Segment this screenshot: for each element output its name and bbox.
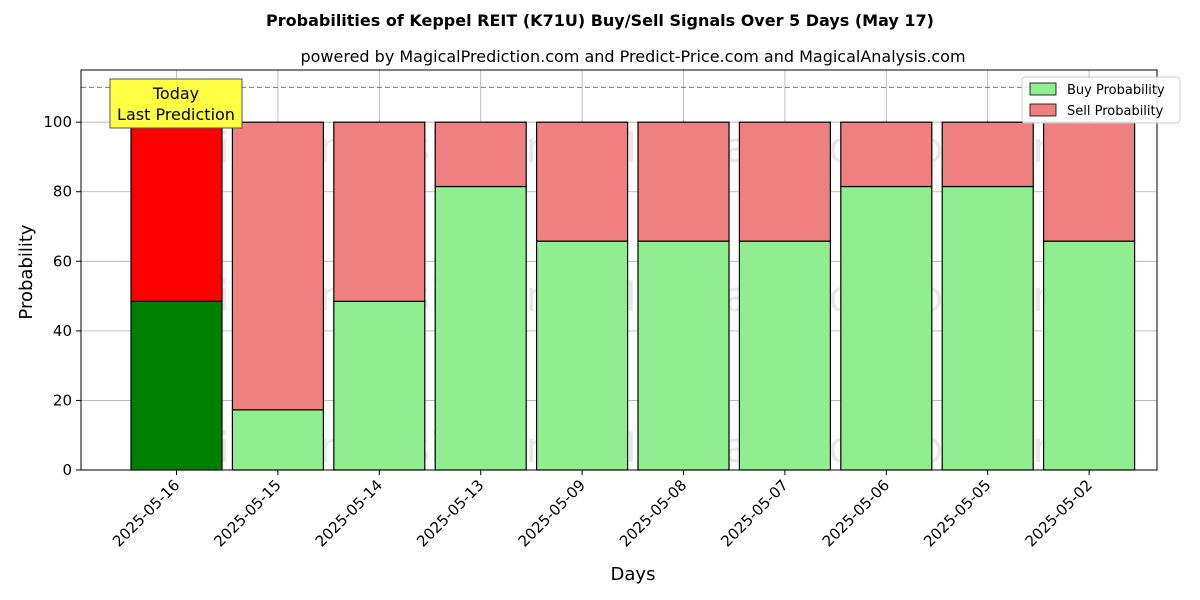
bar-sell — [638, 122, 729, 241]
y-tick-label: 0 — [62, 461, 72, 479]
y-tick-label: 20 — [53, 391, 72, 409]
annotation-line1: Today — [152, 84, 199, 103]
bar-sell — [537, 122, 628, 241]
x-tick-label: 2025-05-08 — [616, 476, 690, 550]
y-tick-label: 60 — [53, 252, 72, 270]
bar-sell — [1044, 122, 1135, 241]
chart-subtitle: powered by MagicalPrediction.com and Pre… — [300, 47, 965, 66]
bar-sell — [435, 122, 526, 186]
x-tick-label: 2025-05-16 — [109, 476, 183, 550]
x-tick-label: 2025-05-09 — [515, 476, 589, 550]
bar-buy — [131, 301, 222, 470]
x-tick-label: 2025-05-02 — [1022, 476, 1096, 550]
bar-buy — [638, 241, 729, 470]
y-tick-label: 100 — [43, 113, 72, 131]
x-tick-label: 2025-05-14 — [312, 476, 386, 550]
legend-label-sell: Sell Probability — [1067, 104, 1164, 119]
bar-sell — [841, 122, 932, 186]
x-tick-label: 2025-05-06 — [819, 476, 893, 550]
bar-buy — [942, 187, 1033, 470]
legend-swatch-buy — [1030, 83, 1056, 95]
bar-buy — [232, 410, 323, 470]
y-tick-label: 40 — [53, 322, 72, 340]
bar-buy — [435, 187, 526, 470]
y-tick-label: 80 — [53, 183, 72, 201]
bar-buy — [1044, 241, 1135, 470]
x-tick-label: 2025-05-07 — [717, 476, 791, 550]
y-axis-label: Probability — [16, 224, 37, 319]
chart: Probabilities of Keppel REIT (K71U) Buy/… — [0, 0, 1200, 600]
x-tick-label: 2025-05-05 — [920, 476, 994, 550]
legend-swatch-sell — [1030, 104, 1056, 116]
x-tick-label: 2025-05-13 — [413, 476, 487, 550]
bar-buy — [334, 301, 425, 470]
bar-buy — [841, 187, 932, 470]
bar-sell — [739, 122, 830, 241]
x-tick-label: 2025-05-15 — [210, 476, 284, 550]
bar-sell — [131, 122, 222, 301]
bar-sell — [942, 122, 1033, 186]
x-axis: 2025-05-16 2025-05-15 2025-05-14 2025-05-13… — [109, 470, 1096, 550]
annotation-line2: Last Prediction — [117, 105, 235, 124]
bar-sell — [334, 122, 425, 301]
legend-label-buy: Buy Probability — [1067, 83, 1165, 98]
bar-buy — [537, 241, 628, 470]
y-axis: 0 20 40 60 80 100 — [43, 113, 81, 479]
chart-title: Probabilities of Keppel REIT (K71U) Buy/… — [266, 11, 934, 30]
bar-sell — [232, 122, 323, 410]
legend: Buy Probability Sell Probability — [1022, 77, 1180, 123]
bar-buy — [739, 241, 830, 470]
x-axis-label: Days — [611, 564, 656, 585]
today-annotation: Today Last Prediction — [110, 79, 242, 128]
